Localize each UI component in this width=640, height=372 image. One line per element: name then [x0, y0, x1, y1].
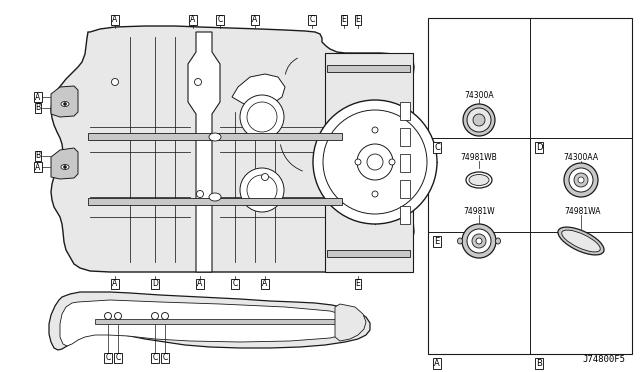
- Text: J74800F5: J74800F5: [582, 355, 625, 364]
- Bar: [88, 133, 342, 140]
- Circle shape: [472, 234, 486, 248]
- Circle shape: [367, 154, 383, 170]
- Text: C: C: [434, 142, 440, 151]
- Ellipse shape: [466, 172, 492, 188]
- Circle shape: [247, 175, 277, 205]
- Ellipse shape: [209, 193, 221, 201]
- Polygon shape: [51, 26, 414, 272]
- Circle shape: [357, 144, 393, 180]
- Circle shape: [473, 114, 485, 126]
- Polygon shape: [188, 32, 220, 272]
- Polygon shape: [49, 292, 370, 350]
- Circle shape: [578, 177, 584, 183]
- Circle shape: [476, 238, 482, 244]
- Circle shape: [152, 312, 159, 320]
- Ellipse shape: [61, 164, 69, 170]
- Polygon shape: [335, 304, 366, 341]
- Bar: [400, 206, 410, 224]
- Circle shape: [63, 166, 67, 169]
- Text: C: C: [309, 16, 315, 25]
- Text: A: A: [262, 279, 268, 289]
- Circle shape: [372, 191, 378, 197]
- Text: A: A: [252, 16, 258, 25]
- Text: D: D: [536, 142, 542, 151]
- Ellipse shape: [469, 174, 489, 186]
- Text: 74981WB: 74981WB: [461, 154, 497, 163]
- Text: D: D: [152, 279, 158, 289]
- Bar: [400, 154, 410, 172]
- Circle shape: [161, 312, 168, 320]
- Circle shape: [240, 95, 284, 139]
- Text: A: A: [190, 16, 196, 25]
- Circle shape: [463, 104, 495, 136]
- Bar: [400, 128, 410, 146]
- Text: E: E: [435, 237, 440, 246]
- Ellipse shape: [495, 238, 500, 244]
- Text: A: A: [113, 279, 118, 289]
- Circle shape: [355, 159, 361, 165]
- Circle shape: [389, 159, 395, 165]
- Text: E: E: [342, 16, 346, 25]
- Text: 74300A: 74300A: [464, 92, 494, 100]
- Circle shape: [564, 163, 598, 197]
- Text: B: B: [35, 151, 40, 160]
- Circle shape: [569, 168, 593, 192]
- Circle shape: [195, 78, 202, 86]
- Polygon shape: [60, 300, 356, 346]
- Ellipse shape: [61, 102, 69, 106]
- Circle shape: [196, 190, 204, 198]
- Bar: [400, 102, 410, 120]
- Bar: [95, 319, 353, 324]
- Text: A: A: [35, 93, 40, 102]
- Circle shape: [313, 100, 437, 224]
- Text: C: C: [106, 353, 111, 362]
- Text: A: A: [35, 163, 40, 171]
- Ellipse shape: [562, 230, 600, 252]
- Circle shape: [111, 78, 118, 86]
- Circle shape: [240, 168, 284, 212]
- Text: 74981W: 74981W: [463, 206, 495, 215]
- Bar: [327, 250, 410, 257]
- Circle shape: [104, 312, 111, 320]
- Text: C: C: [163, 353, 168, 362]
- Ellipse shape: [558, 227, 604, 255]
- Bar: [88, 198, 342, 205]
- Text: 74300AA: 74300AA: [563, 154, 598, 163]
- Text: C: C: [115, 353, 120, 362]
- Text: C: C: [218, 16, 223, 25]
- Text: B: B: [35, 103, 40, 112]
- Circle shape: [462, 224, 496, 258]
- Text: B: B: [536, 359, 542, 368]
- Text: A: A: [113, 16, 118, 25]
- Polygon shape: [325, 53, 413, 272]
- Circle shape: [574, 173, 588, 187]
- Circle shape: [372, 127, 378, 133]
- Circle shape: [247, 102, 277, 132]
- Circle shape: [262, 173, 269, 180]
- Circle shape: [115, 312, 122, 320]
- Circle shape: [467, 229, 491, 253]
- Text: E: E: [356, 16, 360, 25]
- Text: A: A: [197, 279, 203, 289]
- Circle shape: [63, 103, 67, 106]
- Bar: [327, 65, 410, 72]
- Circle shape: [323, 110, 427, 214]
- Bar: [400, 180, 410, 198]
- Polygon shape: [232, 74, 285, 106]
- Text: 74981WA: 74981WA: [564, 206, 601, 215]
- Ellipse shape: [458, 238, 463, 244]
- Text: E: E: [356, 279, 360, 289]
- Text: A: A: [434, 359, 440, 368]
- Text: C: C: [232, 279, 237, 289]
- Polygon shape: [51, 148, 78, 179]
- Ellipse shape: [209, 133, 221, 141]
- Circle shape: [467, 108, 491, 132]
- Polygon shape: [51, 86, 78, 117]
- Bar: [428, 18, 632, 354]
- Text: C: C: [152, 353, 157, 362]
